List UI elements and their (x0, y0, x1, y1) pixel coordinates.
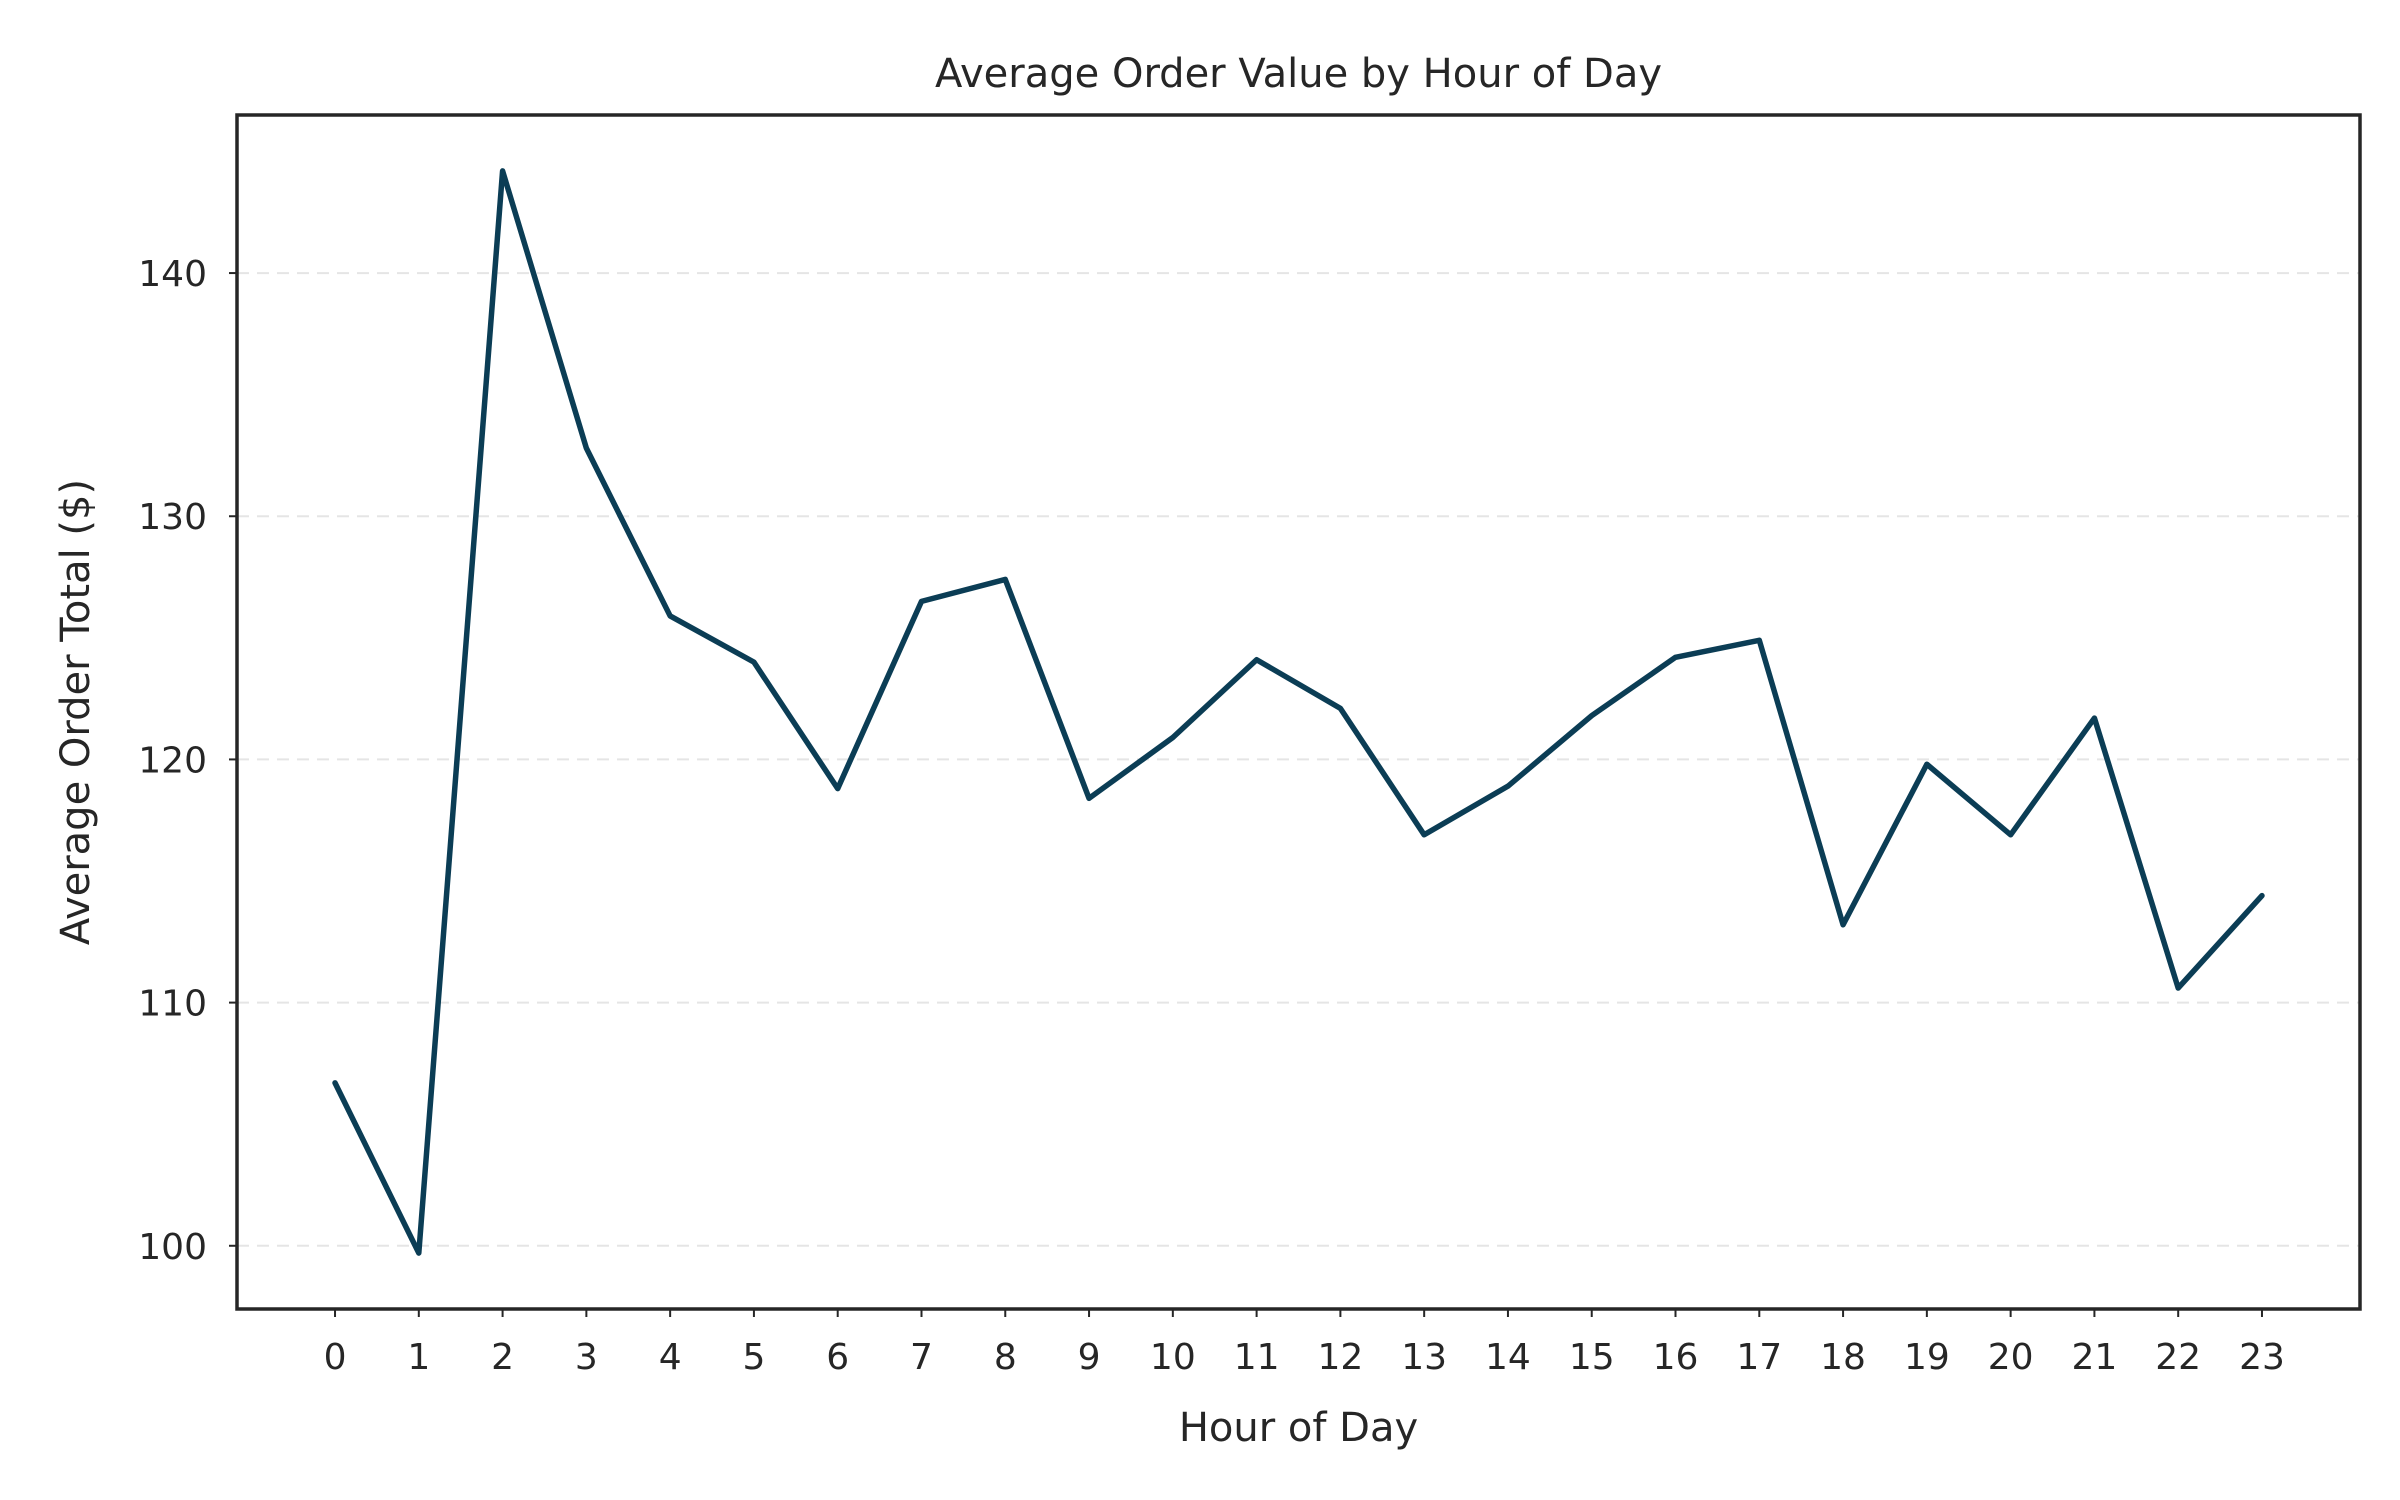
x-tick-label: 17 (1736, 1337, 1782, 1378)
y-tick-label: 100 (138, 1227, 207, 1268)
x-tick-label: 14 (1485, 1337, 1531, 1378)
x-tick-label: 10 (1150, 1337, 1196, 1378)
x-tick-label: 12 (1317, 1337, 1363, 1378)
x-tick-label: 5 (742, 1337, 765, 1378)
x-tick-label: 0 (324, 1337, 347, 1378)
y-tick-label: 130 (138, 497, 207, 538)
x-tick-label: 13 (1401, 1337, 1447, 1378)
x-tick-label: 21 (2072, 1337, 2118, 1378)
x-tick-label: 15 (1569, 1337, 1615, 1378)
y-tick-label: 110 (138, 984, 207, 1025)
x-tick-label: 18 (1820, 1337, 1866, 1378)
x-tick-label: 16 (1653, 1337, 1699, 1378)
x-tick-label: 9 (1078, 1337, 1101, 1378)
x-tick-label: 7 (910, 1337, 933, 1378)
x-tick-label: 3 (575, 1337, 598, 1378)
x-tick-label: 6 (826, 1337, 849, 1378)
y-tick-label: 120 (138, 740, 207, 781)
x-tick-label: 22 (2155, 1337, 2201, 1378)
x-tick-label: 20 (1988, 1337, 2034, 1378)
y-axis-label: Average Order Total ($) (53, 479, 99, 945)
x-tick-label: 4 (659, 1337, 682, 1378)
gridlines (237, 272, 2360, 1247)
x-axis-label: Hour of Day (1179, 1405, 1418, 1451)
series-line (332, 168, 2265, 1256)
axes-frame (235, 113, 2362, 1311)
x-tick-label: 2 (491, 1337, 514, 1378)
x-tick-label: 11 (1234, 1337, 1280, 1378)
x-tick-label: 1 (407, 1337, 430, 1378)
x-tick-label: 8 (994, 1337, 1017, 1378)
x-tick-label: 23 (2239, 1337, 2285, 1378)
chart-title: Average Order Value by Hour of Day (935, 51, 1662, 97)
series-layer (332, 168, 2265, 1256)
y-tick-label: 140 (138, 254, 207, 295)
x-tick-label: 19 (1904, 1337, 1950, 1378)
